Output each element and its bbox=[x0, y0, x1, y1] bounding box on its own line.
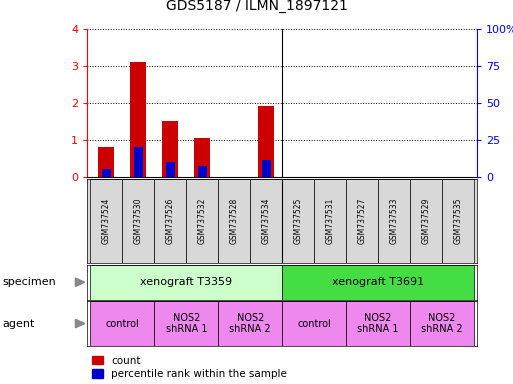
Bar bbox=[410, 301, 474, 346]
Text: control: control bbox=[106, 318, 139, 329]
Bar bbox=[154, 301, 218, 346]
Text: GSM737532: GSM737532 bbox=[198, 198, 207, 244]
Polygon shape bbox=[75, 278, 85, 286]
Polygon shape bbox=[75, 319, 85, 328]
Bar bbox=[378, 179, 410, 263]
Bar bbox=[166, 162, 175, 177]
Bar bbox=[134, 147, 143, 177]
Bar bbox=[250, 179, 282, 263]
Text: GSM737530: GSM737530 bbox=[134, 197, 143, 244]
Text: GSM737528: GSM737528 bbox=[230, 198, 239, 244]
Text: NOS2
shRNA 2: NOS2 shRNA 2 bbox=[229, 313, 271, 334]
Bar bbox=[218, 179, 250, 263]
Bar bbox=[90, 301, 154, 346]
Bar bbox=[186, 179, 218, 263]
Text: specimen: specimen bbox=[3, 277, 56, 287]
Bar bbox=[218, 301, 282, 346]
Legend: count, percentile rank within the sample: count, percentile rank within the sample bbox=[92, 356, 287, 379]
Bar bbox=[410, 179, 442, 263]
Text: agent: agent bbox=[3, 318, 35, 329]
Text: xenograft T3359: xenograft T3359 bbox=[140, 277, 232, 287]
Text: NOS2
shRNA 1: NOS2 shRNA 1 bbox=[166, 313, 207, 334]
Bar bbox=[282, 301, 346, 346]
Bar bbox=[123, 179, 154, 263]
Text: GSM737525: GSM737525 bbox=[293, 198, 303, 244]
Bar bbox=[102, 169, 111, 177]
Bar bbox=[442, 179, 474, 263]
Text: GSM737534: GSM737534 bbox=[262, 197, 271, 244]
Text: control: control bbox=[297, 318, 331, 329]
Text: NOS2
shRNA 2: NOS2 shRNA 2 bbox=[421, 313, 463, 334]
Bar bbox=[162, 121, 179, 177]
Bar bbox=[194, 138, 210, 177]
Bar bbox=[346, 179, 378, 263]
Bar bbox=[90, 179, 123, 263]
Text: GSM737524: GSM737524 bbox=[102, 198, 111, 244]
Bar bbox=[258, 106, 274, 177]
Text: GSM737529: GSM737529 bbox=[422, 198, 430, 244]
Bar bbox=[198, 166, 207, 177]
Text: xenograft T3691: xenograft T3691 bbox=[332, 277, 424, 287]
Text: NOS2
shRNA 1: NOS2 shRNA 1 bbox=[357, 313, 399, 334]
Bar bbox=[98, 147, 114, 177]
Text: GSM737526: GSM737526 bbox=[166, 198, 175, 244]
Text: GSM737533: GSM737533 bbox=[389, 197, 399, 244]
Bar bbox=[346, 301, 410, 346]
Bar bbox=[154, 179, 186, 263]
Text: GSM737527: GSM737527 bbox=[358, 198, 367, 244]
Text: GDS5187 / ILMN_1897121: GDS5187 / ILMN_1897121 bbox=[166, 0, 347, 13]
Text: GSM737531: GSM737531 bbox=[326, 198, 334, 244]
Bar bbox=[262, 161, 270, 177]
Bar bbox=[282, 265, 474, 300]
Bar bbox=[90, 265, 282, 300]
Text: GSM737535: GSM737535 bbox=[453, 197, 462, 244]
Bar bbox=[282, 179, 314, 263]
Bar bbox=[314, 179, 346, 263]
Bar bbox=[130, 62, 146, 177]
